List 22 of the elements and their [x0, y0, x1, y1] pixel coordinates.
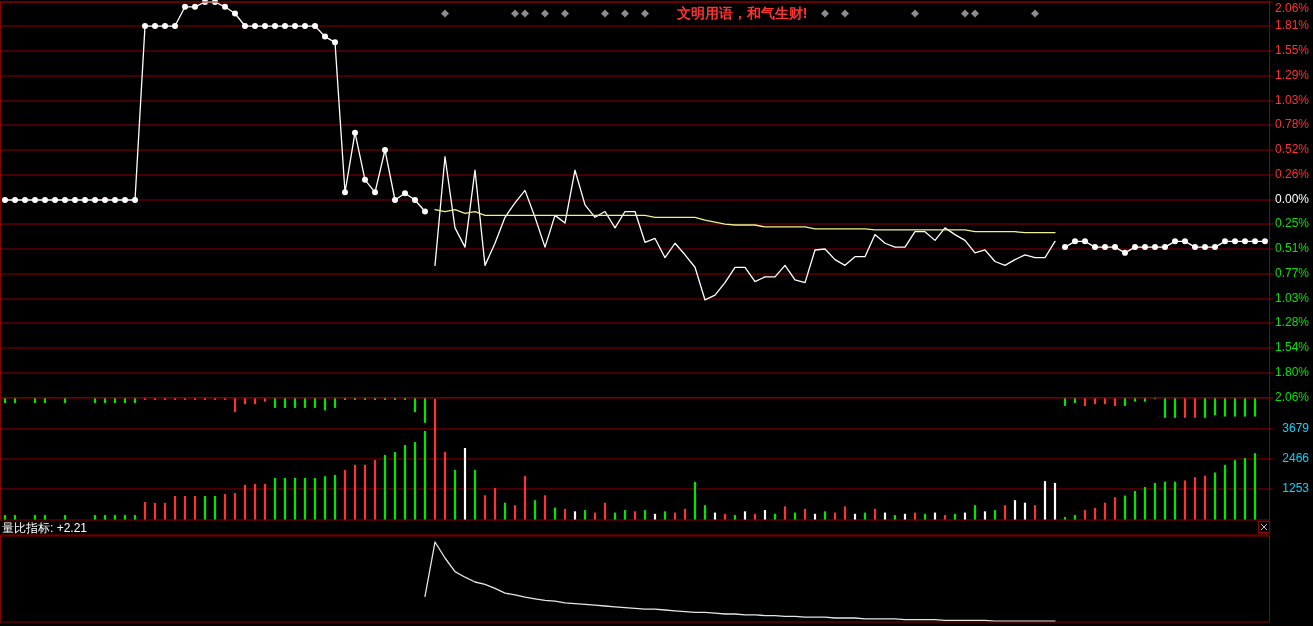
y-tick-label: 0.51% [1274, 241, 1310, 256]
y-tick-label: 1.81% [1274, 18, 1310, 33]
y-tick-label: 1.55% [1274, 43, 1310, 58]
y-tick-label: 2.06% [1274, 390, 1310, 405]
y-tick-label: 0.78% [1274, 117, 1310, 132]
y-tick-label: 1253 [1282, 481, 1310, 496]
annotation: 文明用语，和气生财! [675, 5, 808, 21]
y-tick-label: 1.03% [1274, 93, 1310, 108]
chart-title: 量比指标: +2.21 [2, 521, 88, 535]
y-tick-label: 1.80% [1274, 365, 1310, 380]
y-tick-label: 1.03% [1274, 291, 1310, 306]
y-tick-label: 0.25% [1274, 216, 1310, 231]
y-tick-label: 0.00% [1274, 192, 1310, 207]
y-tick-label: 2.06% [1274, 1, 1310, 16]
y-tick-label: 2466 [1282, 451, 1310, 466]
y-tick-label: 1.29% [1274, 68, 1310, 83]
y-tick-label: 0.26% [1274, 167, 1310, 182]
y-tick-label: 0.52% [1274, 142, 1310, 157]
y-tick-label: 0.77% [1274, 266, 1310, 281]
y-tick-label: 3679 [1282, 421, 1310, 436]
y-tick-label: 1.54% [1274, 340, 1310, 355]
y-tick-label: 1.28% [1274, 315, 1310, 330]
